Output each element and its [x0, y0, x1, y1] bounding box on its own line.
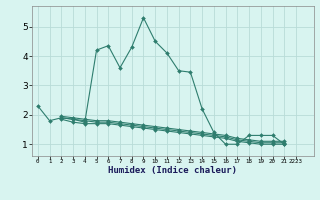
- X-axis label: Humidex (Indice chaleur): Humidex (Indice chaleur): [108, 166, 237, 175]
